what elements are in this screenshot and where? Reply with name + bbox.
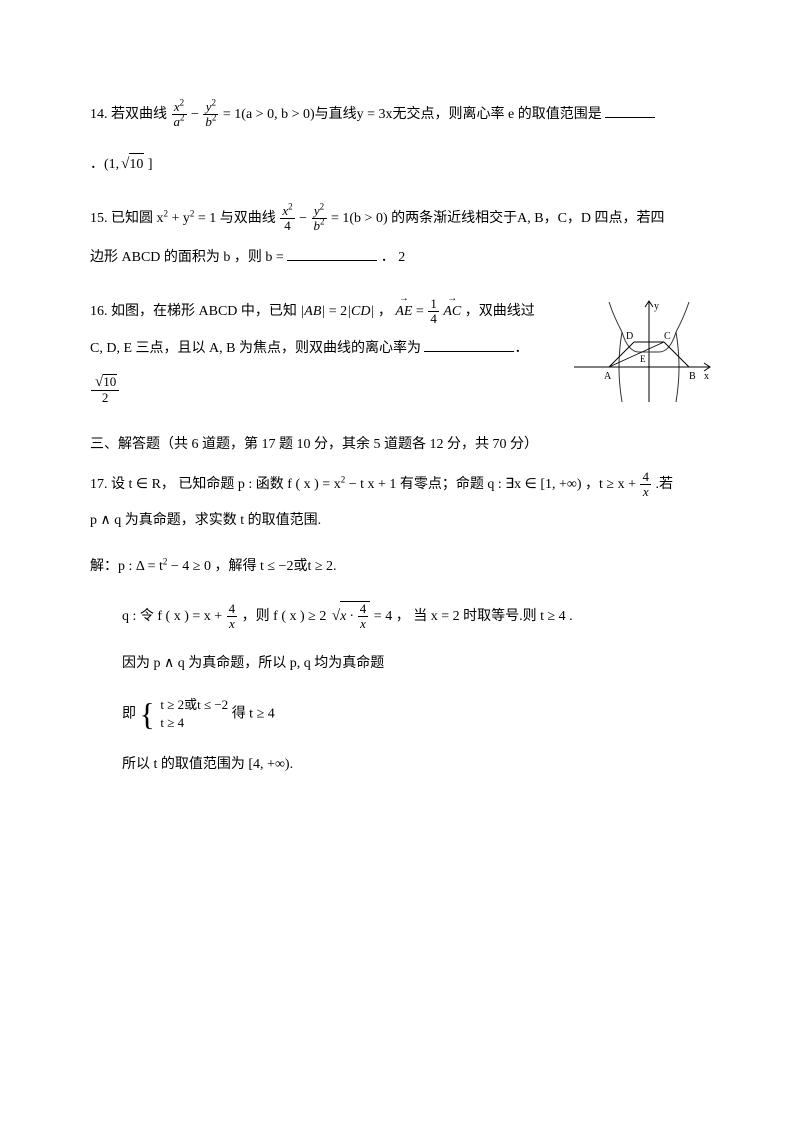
svg-text:y: y	[654, 301, 659, 312]
q16-text3: C, D, E 三点，且以 A, B 为焦点，则双曲线的离心率为	[90, 341, 421, 356]
q16-text2: ，双曲线过	[465, 304, 535, 319]
q14-frac1: x2 a2	[172, 100, 187, 130]
svg-text:x: x	[704, 371, 709, 382]
q17-text1: 17. 设 t ∈ R， 已知命题 p : 函数 f ( x ) = x	[90, 477, 341, 492]
q17-text2: p ∧ q 为真命题，求实数 t 的取值范围.	[90, 510, 704, 532]
q14-blank	[605, 103, 655, 118]
svg-text:E: E	[640, 354, 646, 364]
problem-17: 17. 设 t ∈ R， 已知命题 p : 函数 f ( x ) = x2 − …	[90, 470, 704, 776]
section-3-heading: 三、解答题（共 6 道题，第 17 题 10 分，其余 5 道题各 12 分，共…	[90, 434, 704, 456]
q17-sol1: 解：p : Δ = t	[90, 559, 163, 574]
q16-figure: A B C D E x y	[564, 297, 714, 407]
q14-ans-suffix: ]	[144, 157, 152, 172]
q16-abs1: AB	[300, 304, 325, 319]
q15-text2: = 1(b > 0) 的两条渐近线相交于A, B，C，D 四点，若四	[331, 211, 665, 226]
q16-vec-ae: AE	[395, 301, 412, 323]
q16-frac: 14	[428, 297, 439, 327]
svg-text:C: C	[664, 331, 671, 342]
q17-sol2-frac1: 4x	[227, 602, 238, 632]
q15-text1: 15. 已知圆 x	[90, 211, 164, 226]
q16-abs2: CD	[347, 304, 374, 319]
problem-16: 16. 如图，在梯形 ABCD 中，已知 AB = 2CD ， AE = 14 …	[90, 297, 704, 406]
q17-sol3: 因为 p ∧ q 为真命题，所以 p, q 均为真命题	[90, 653, 704, 675]
svg-text:D: D	[626, 331, 633, 342]
q16-blank	[424, 337, 514, 352]
problem-15: 15. 已知圆 x2 + y2 = 1 与双曲线 x2 4 − y2 b2 = …	[90, 204, 704, 269]
q14-frac2: y2 b2	[203, 100, 218, 130]
q15-frac1: x2 4	[280, 204, 294, 234]
q14-ans-sqrt: 10	[119, 152, 144, 176]
q15-text3: 边形 ABCD 的面积为 b ，则 b =	[90, 250, 284, 265]
brace-icon: {	[140, 706, 155, 722]
q14-text1: 14. 若双曲线	[90, 107, 167, 122]
svg-text:B: B	[689, 371, 696, 382]
q17-sol2a: q : 令 f ( x ) = x +	[122, 609, 226, 624]
problem-14: 14. 若双曲线 x2 a2 − y2 b2 = 1(a > 0, b > 0)…	[90, 100, 704, 176]
q15-blank	[287, 246, 377, 261]
q14-text2: = 1(a > 0, b > 0)与直线y = 3x无交点，则离心率 e 的取值…	[223, 107, 602, 122]
q15-frac2: y2 b2	[312, 204, 327, 234]
q17-frac1: 4x	[640, 470, 651, 500]
q17-sol4-stack: t ≥ 2或t ≤ −2 t ≥ 4	[160, 696, 228, 732]
q14-ans-prefix: ．(1,	[90, 157, 119, 172]
q16-vec-ac: AC	[443, 301, 461, 323]
q17-sol4-prefix: 即	[122, 706, 136, 721]
q16-text1: 16. 如图，在梯形 ABCD 中，已知	[90, 304, 297, 319]
q17-sol5: 所以 t 的取值范围为 [4, +∞).	[90, 754, 704, 776]
q17-sol2-sqrt: x · 4x	[330, 601, 370, 632]
q16-answer: 10 2	[91, 374, 119, 406]
q17-sol4-suffix: 得 t ≥ 4	[232, 706, 275, 721]
svg-text:A: A	[604, 371, 612, 382]
q15-ans: ． 2	[381, 250, 406, 265]
